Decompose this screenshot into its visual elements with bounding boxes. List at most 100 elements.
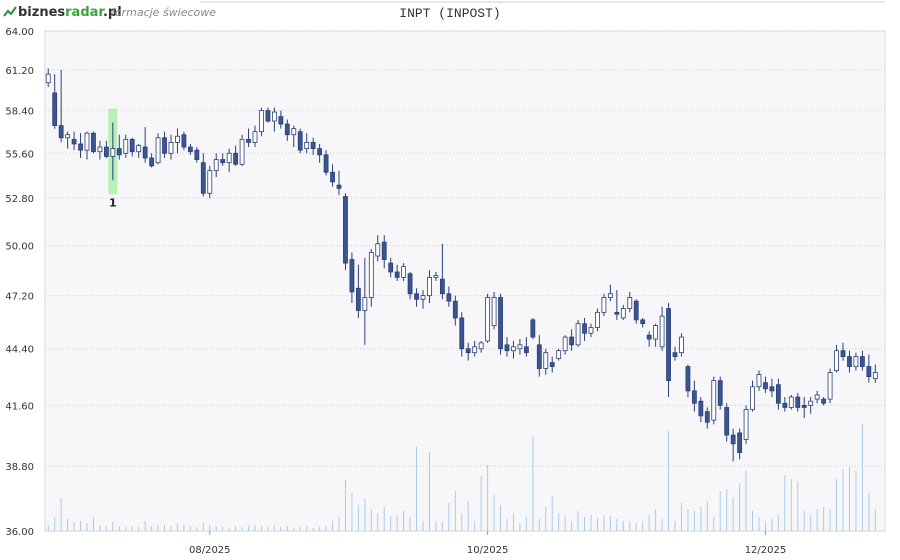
candle-body xyxy=(646,334,652,340)
volume-bar xyxy=(228,528,230,531)
candle-body xyxy=(187,146,193,153)
volume-bar xyxy=(54,517,56,531)
y-tick-label: 50.00 xyxy=(5,242,34,253)
candle-body xyxy=(743,409,749,440)
candle-body xyxy=(666,308,671,382)
candle-body xyxy=(162,137,167,154)
logo: biznesradar.pl xyxy=(18,5,122,20)
x-tick-label: 08/2025 xyxy=(189,545,231,556)
candle-body xyxy=(679,336,684,354)
y-tick-label: 38.80 xyxy=(5,462,34,473)
y-tick-label: 41.60 xyxy=(5,401,34,412)
volume-bar xyxy=(286,526,288,531)
volume-bar xyxy=(267,527,269,531)
volume-bar xyxy=(202,523,204,531)
candle-body xyxy=(517,344,523,350)
volume-bar xyxy=(745,471,747,531)
volume-bar xyxy=(706,501,708,531)
volume-bar xyxy=(848,467,850,531)
candle-body xyxy=(763,382,768,390)
volume-bar xyxy=(338,517,340,531)
volume-bar xyxy=(758,517,760,531)
volume-bar xyxy=(752,511,754,531)
candle-body xyxy=(685,366,691,392)
volume-bar xyxy=(771,519,773,531)
candle-body xyxy=(278,116,284,125)
candle-body xyxy=(607,293,613,298)
plot-area xyxy=(44,30,886,532)
volume-bar xyxy=(545,507,547,531)
candle-body xyxy=(142,146,148,159)
volume-bar xyxy=(571,521,573,531)
volume-bar xyxy=(551,496,553,531)
candle-body xyxy=(407,273,413,295)
candle-body xyxy=(381,241,387,260)
candle-body xyxy=(595,311,600,328)
candle-body xyxy=(640,319,646,325)
candle-body xyxy=(562,336,568,352)
candle-body xyxy=(465,348,471,354)
candle-body xyxy=(724,407,730,436)
pattern-label: 1 xyxy=(109,196,117,209)
volume-bar xyxy=(609,516,611,531)
volume-bar xyxy=(428,452,430,531)
candle-body xyxy=(297,131,303,151)
candle-body xyxy=(801,404,807,408)
volume-bar xyxy=(829,509,831,531)
candle-body xyxy=(401,266,407,278)
volume-bar xyxy=(144,521,146,531)
volume-bar xyxy=(519,523,521,531)
volume-bar xyxy=(47,525,49,531)
candle-body xyxy=(511,346,516,352)
candle-body xyxy=(730,434,736,445)
volume-bar xyxy=(596,518,598,531)
volume-bar xyxy=(60,498,62,531)
candle-body xyxy=(498,297,503,350)
candle-body xyxy=(246,138,251,143)
candle-body xyxy=(149,157,155,167)
volume-bar xyxy=(674,521,676,531)
volume-bar xyxy=(668,431,670,531)
candle-body xyxy=(556,350,562,359)
volume-bar xyxy=(390,516,392,531)
candle-body xyxy=(168,141,174,154)
volume-bar xyxy=(351,493,353,531)
candle-body xyxy=(291,128,297,136)
volume-bar xyxy=(422,521,424,531)
candle-body xyxy=(859,356,865,367)
candle-body xyxy=(65,134,71,139)
volume-bar xyxy=(189,526,191,531)
volume-bar xyxy=(855,471,857,531)
candle-body xyxy=(756,374,762,388)
candle-body xyxy=(394,271,400,278)
candle-body xyxy=(750,386,755,410)
volume-bar xyxy=(493,495,495,531)
candle-body xyxy=(123,138,129,154)
candle-body xyxy=(775,384,781,404)
volume-bar xyxy=(784,475,786,531)
volume-bar xyxy=(377,513,379,531)
volume-bar xyxy=(790,479,792,531)
candle-body xyxy=(504,344,510,352)
volume-bar xyxy=(687,509,689,531)
candle-body xyxy=(711,380,717,421)
y-tick-label: 44.40 xyxy=(5,345,34,356)
volume-bar xyxy=(577,511,579,531)
volume-bar xyxy=(170,526,172,531)
candle-body xyxy=(414,293,419,300)
volume-bar xyxy=(325,526,327,531)
volume-bar xyxy=(532,436,534,531)
volume-bar xyxy=(474,521,476,531)
candle-body xyxy=(627,297,633,309)
volume-bar xyxy=(312,528,314,531)
y-tick-label: 47.20 xyxy=(5,292,34,303)
candle-body xyxy=(847,356,852,367)
volume-bar xyxy=(183,525,185,531)
candle-body xyxy=(58,125,64,139)
volume-bar xyxy=(467,501,469,531)
volume-bar xyxy=(635,523,637,531)
candle-body xyxy=(788,396,794,408)
chart-title: INPT (INPOST) xyxy=(399,6,500,21)
volume-bar xyxy=(357,505,359,531)
